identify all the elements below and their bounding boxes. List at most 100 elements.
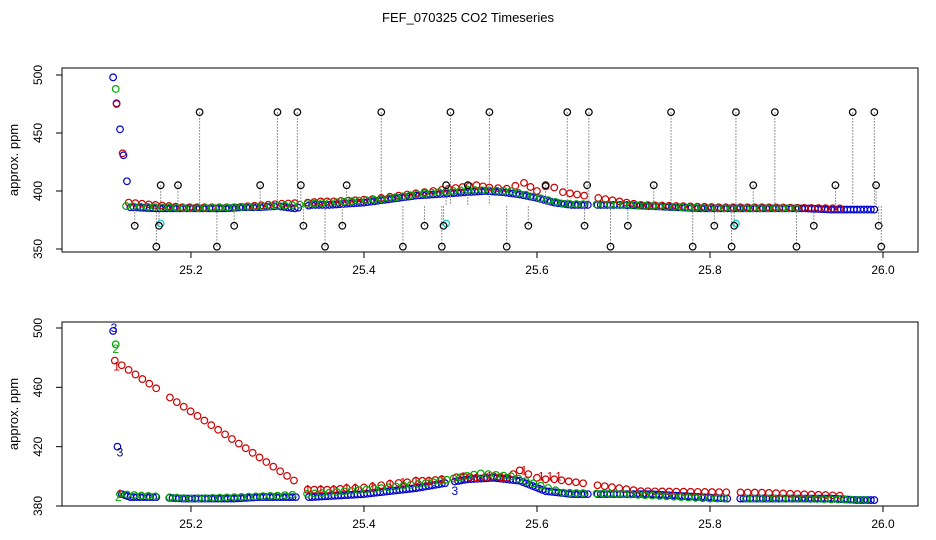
data-point	[870, 205, 879, 214]
data-point	[241, 444, 250, 453]
data-point	[340, 197, 349, 206]
y-tick-label: 500	[31, 65, 45, 85]
data-point	[347, 486, 356, 495]
spike-point	[730, 221, 739, 230]
spike-point	[463, 181, 472, 190]
data-point	[491, 470, 500, 479]
data-point	[509, 470, 518, 479]
series-number-label: 1	[438, 472, 445, 486]
data-point	[583, 490, 592, 499]
spike-point	[256, 181, 265, 190]
y-tick-label: 380	[31, 496, 45, 516]
y-tick-label: 400	[31, 181, 45, 201]
data-point	[511, 181, 520, 190]
data-point	[151, 203, 159, 212]
data-point	[172, 398, 181, 407]
data-point	[283, 471, 291, 480]
series-number-label: 3	[111, 321, 118, 335]
x-tick-label: 25.6	[525, 263, 549, 277]
data-point	[427, 188, 436, 197]
data-point	[111, 85, 120, 93]
plot-frame	[61, 67, 919, 253]
data-point	[303, 490, 312, 498]
data-point	[684, 203, 693, 212]
plot-frame	[61, 321, 919, 507]
spike-point	[156, 181, 165, 190]
series-number-label: 2	[115, 490, 122, 504]
chart-title: FEF_070325 CO2 Timeseries	[382, 10, 554, 25]
data-point	[742, 204, 750, 213]
y-tick-label: 420	[31, 436, 45, 456]
data-point	[515, 466, 524, 475]
data-point	[194, 494, 203, 503]
spike-point	[623, 221, 632, 230]
spike-point	[649, 181, 658, 190]
spike-point	[213, 242, 221, 251]
data-point	[698, 494, 707, 503]
spike-point	[299, 221, 308, 230]
data-point	[152, 384, 161, 393]
spike-point	[583, 181, 592, 190]
data-point	[583, 201, 592, 209]
data-point	[533, 187, 541, 195]
spike-point	[442, 181, 451, 190]
data-point	[172, 203, 181, 212]
data-point	[456, 186, 465, 195]
data-point	[677, 203, 686, 212]
data-point	[399, 481, 408, 490]
spike-point	[688, 242, 697, 251]
spike-point	[155, 221, 163, 230]
data-point	[526, 183, 535, 191]
data-point	[756, 204, 765, 213]
data-point	[384, 483, 393, 492]
data-point	[280, 201, 289, 210]
data-point	[118, 149, 127, 158]
data-point	[763, 494, 772, 503]
data-point	[677, 493, 686, 502]
data-point	[332, 488, 341, 496]
spike-points	[130, 108, 886, 251]
data-point	[727, 204, 736, 213]
data-point	[641, 201, 650, 210]
data-point	[117, 361, 126, 370]
spike-point	[749, 181, 758, 190]
data-point	[706, 494, 714, 503]
data-point	[347, 197, 356, 206]
spike-point	[152, 242, 161, 251]
series-number-label: 1	[304, 483, 311, 497]
data-point	[544, 484, 552, 492]
data-point	[521, 477, 530, 485]
data-point	[559, 188, 567, 197]
spike-point	[273, 108, 282, 117]
data-point	[111, 340, 120, 349]
series-number-label: 1	[343, 481, 350, 495]
data-point	[266, 491, 275, 500]
spike-point	[541, 181, 550, 190]
data-point	[413, 190, 422, 199]
data-point	[507, 187, 515, 195]
x-tick-label: 25.6	[525, 517, 549, 531]
data-point	[179, 402, 188, 411]
data-point	[355, 486, 363, 495]
data-point	[143, 202, 152, 211]
data-point	[792, 204, 801, 213]
data-point	[435, 188, 443, 197]
data-point	[152, 493, 161, 502]
data-point	[471, 186, 479, 194]
data-point	[362, 196, 371, 205]
data-point	[223, 203, 231, 212]
data-point	[626, 201, 635, 210]
data-point	[325, 488, 334, 497]
data-point	[215, 493, 224, 502]
spike-point	[195, 108, 204, 117]
data-point	[536, 481, 545, 490]
data-point	[280, 491, 289, 500]
data-point	[230, 493, 239, 502]
data-point	[214, 425, 223, 434]
data-point	[325, 198, 334, 207]
data-point	[255, 453, 264, 462]
series-number-label: 1	[330, 483, 337, 497]
data-point	[178, 203, 187, 212]
data-point	[835, 491, 844, 500]
